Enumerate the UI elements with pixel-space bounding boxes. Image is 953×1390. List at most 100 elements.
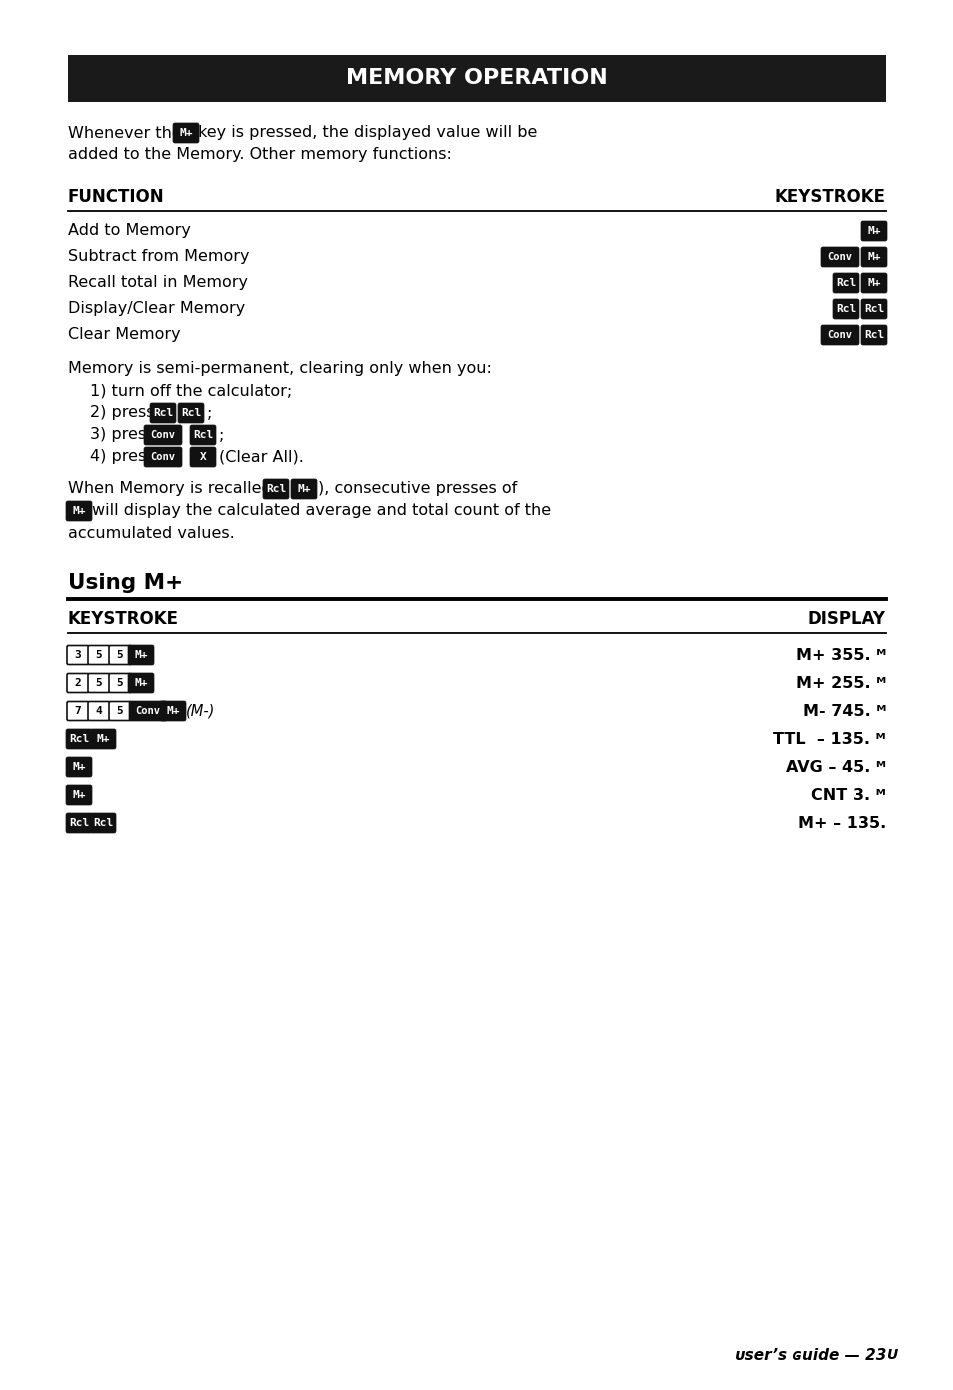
Text: M+: M+ xyxy=(72,506,86,516)
Text: Rcl: Rcl xyxy=(863,304,883,314)
FancyBboxPatch shape xyxy=(88,674,110,692)
Text: M+ 355. ᴹ: M+ 355. ᴹ xyxy=(795,648,885,663)
FancyBboxPatch shape xyxy=(109,674,131,692)
Text: 5: 5 xyxy=(116,678,123,688)
FancyBboxPatch shape xyxy=(861,299,886,318)
FancyBboxPatch shape xyxy=(861,325,886,345)
Text: M+: M+ xyxy=(134,651,148,660)
Text: Conv: Conv xyxy=(151,452,175,461)
FancyBboxPatch shape xyxy=(67,702,89,720)
FancyBboxPatch shape xyxy=(291,480,316,499)
Text: (Clear All).: (Clear All). xyxy=(219,449,304,464)
Text: 5: 5 xyxy=(116,706,123,716)
Text: ;: ; xyxy=(219,428,224,442)
FancyBboxPatch shape xyxy=(66,728,91,749)
Text: added to the Memory. Other memory functions:: added to the Memory. Other memory functi… xyxy=(68,147,452,163)
FancyBboxPatch shape xyxy=(150,403,175,423)
Text: U: U xyxy=(885,1348,897,1362)
Text: M+ – 135.: M+ – 135. xyxy=(797,816,885,830)
FancyBboxPatch shape xyxy=(190,425,215,445)
Text: FUNCTION: FUNCTION xyxy=(68,188,165,206)
Text: Rcl: Rcl xyxy=(863,329,883,341)
FancyBboxPatch shape xyxy=(832,299,858,318)
FancyBboxPatch shape xyxy=(66,500,91,521)
Text: 5: 5 xyxy=(95,651,102,660)
Text: Conv: Conv xyxy=(826,329,852,341)
Text: 7: 7 xyxy=(74,706,81,716)
Text: Rcl: Rcl xyxy=(193,430,213,441)
FancyBboxPatch shape xyxy=(172,122,199,143)
Text: MEMORY OPERATION: MEMORY OPERATION xyxy=(346,68,607,89)
Text: Conv: Conv xyxy=(135,706,160,716)
Text: accumulated values.: accumulated values. xyxy=(68,525,234,541)
FancyBboxPatch shape xyxy=(178,403,204,423)
FancyBboxPatch shape xyxy=(109,702,131,720)
Text: M+: M+ xyxy=(179,128,193,138)
Text: M+: M+ xyxy=(297,484,311,493)
FancyBboxPatch shape xyxy=(263,480,289,499)
FancyBboxPatch shape xyxy=(88,702,110,720)
Text: 3) press: 3) press xyxy=(90,428,154,442)
Text: 4: 4 xyxy=(95,706,102,716)
FancyBboxPatch shape xyxy=(144,425,182,445)
FancyBboxPatch shape xyxy=(66,785,91,805)
Text: M+: M+ xyxy=(134,678,148,688)
FancyBboxPatch shape xyxy=(129,701,167,721)
Text: Using M+: Using M+ xyxy=(68,573,183,594)
FancyBboxPatch shape xyxy=(90,728,116,749)
FancyBboxPatch shape xyxy=(190,448,215,467)
Text: key is pressed, the displayed value will be: key is pressed, the displayed value will… xyxy=(198,125,537,140)
Text: M+: M+ xyxy=(72,762,86,771)
Text: 5: 5 xyxy=(95,678,102,688)
FancyBboxPatch shape xyxy=(144,448,182,467)
Text: Rcl: Rcl xyxy=(69,734,89,744)
Text: (M-): (M-) xyxy=(186,703,215,719)
Text: ;: ; xyxy=(207,406,213,421)
Text: 2: 2 xyxy=(74,678,81,688)
Text: When Memory is recalled (: When Memory is recalled ( xyxy=(68,481,283,496)
Text: KEYSTROKE: KEYSTROKE xyxy=(774,188,885,206)
Text: ), consecutive presses of: ), consecutive presses of xyxy=(317,481,517,496)
FancyBboxPatch shape xyxy=(128,673,153,694)
FancyBboxPatch shape xyxy=(861,247,886,267)
Text: AVG – 45. ᴹ: AVG – 45. ᴹ xyxy=(785,759,885,774)
FancyBboxPatch shape xyxy=(66,758,91,777)
Text: Rcl: Rcl xyxy=(92,817,113,828)
FancyBboxPatch shape xyxy=(821,247,858,267)
FancyBboxPatch shape xyxy=(67,645,89,664)
Text: M+: M+ xyxy=(166,706,179,716)
Text: Rcl: Rcl xyxy=(266,484,286,493)
FancyBboxPatch shape xyxy=(109,645,131,664)
FancyBboxPatch shape xyxy=(128,645,153,664)
Text: Display/Clear Memory: Display/Clear Memory xyxy=(68,302,245,317)
Text: 3: 3 xyxy=(74,651,81,660)
Text: Clear Memory: Clear Memory xyxy=(68,328,180,342)
Text: will display the calculated average and total count of the: will display the calculated average and … xyxy=(91,503,551,518)
Text: Recall total in Memory: Recall total in Memory xyxy=(68,275,248,291)
Text: 4) press: 4) press xyxy=(90,449,154,464)
FancyBboxPatch shape xyxy=(67,674,89,692)
Text: CNT 3. ᴹ: CNT 3. ᴹ xyxy=(810,788,885,802)
Text: TTL  – 135. ᴹ: TTL – 135. ᴹ xyxy=(773,731,885,746)
Text: Memory is semi-permanent, clearing only when you:: Memory is semi-permanent, clearing only … xyxy=(68,361,492,377)
Text: Rcl: Rcl xyxy=(835,278,855,288)
Bar xyxy=(68,56,885,101)
Text: ᴜser’s ɢuide — 23: ᴜser’s ɢuide — 23 xyxy=(734,1347,885,1362)
FancyBboxPatch shape xyxy=(861,221,886,240)
Text: M+: M+ xyxy=(866,278,880,288)
Text: Subtract from Memory: Subtract from Memory xyxy=(68,249,250,264)
Text: Conv: Conv xyxy=(826,252,852,261)
Text: M+: M+ xyxy=(866,252,880,261)
Text: Conv: Conv xyxy=(151,430,175,441)
Text: 1) turn off the calculator;: 1) turn off the calculator; xyxy=(90,384,292,399)
Text: Rcl: Rcl xyxy=(181,409,201,418)
Text: M+: M+ xyxy=(72,790,86,801)
Text: 5: 5 xyxy=(116,651,123,660)
Text: DISPLAY: DISPLAY xyxy=(807,610,885,628)
FancyBboxPatch shape xyxy=(861,272,886,293)
Text: Whenever the: Whenever the xyxy=(68,125,182,140)
Text: M+: M+ xyxy=(96,734,110,744)
FancyBboxPatch shape xyxy=(832,272,858,293)
Text: X: X xyxy=(199,452,206,461)
FancyBboxPatch shape xyxy=(821,325,858,345)
